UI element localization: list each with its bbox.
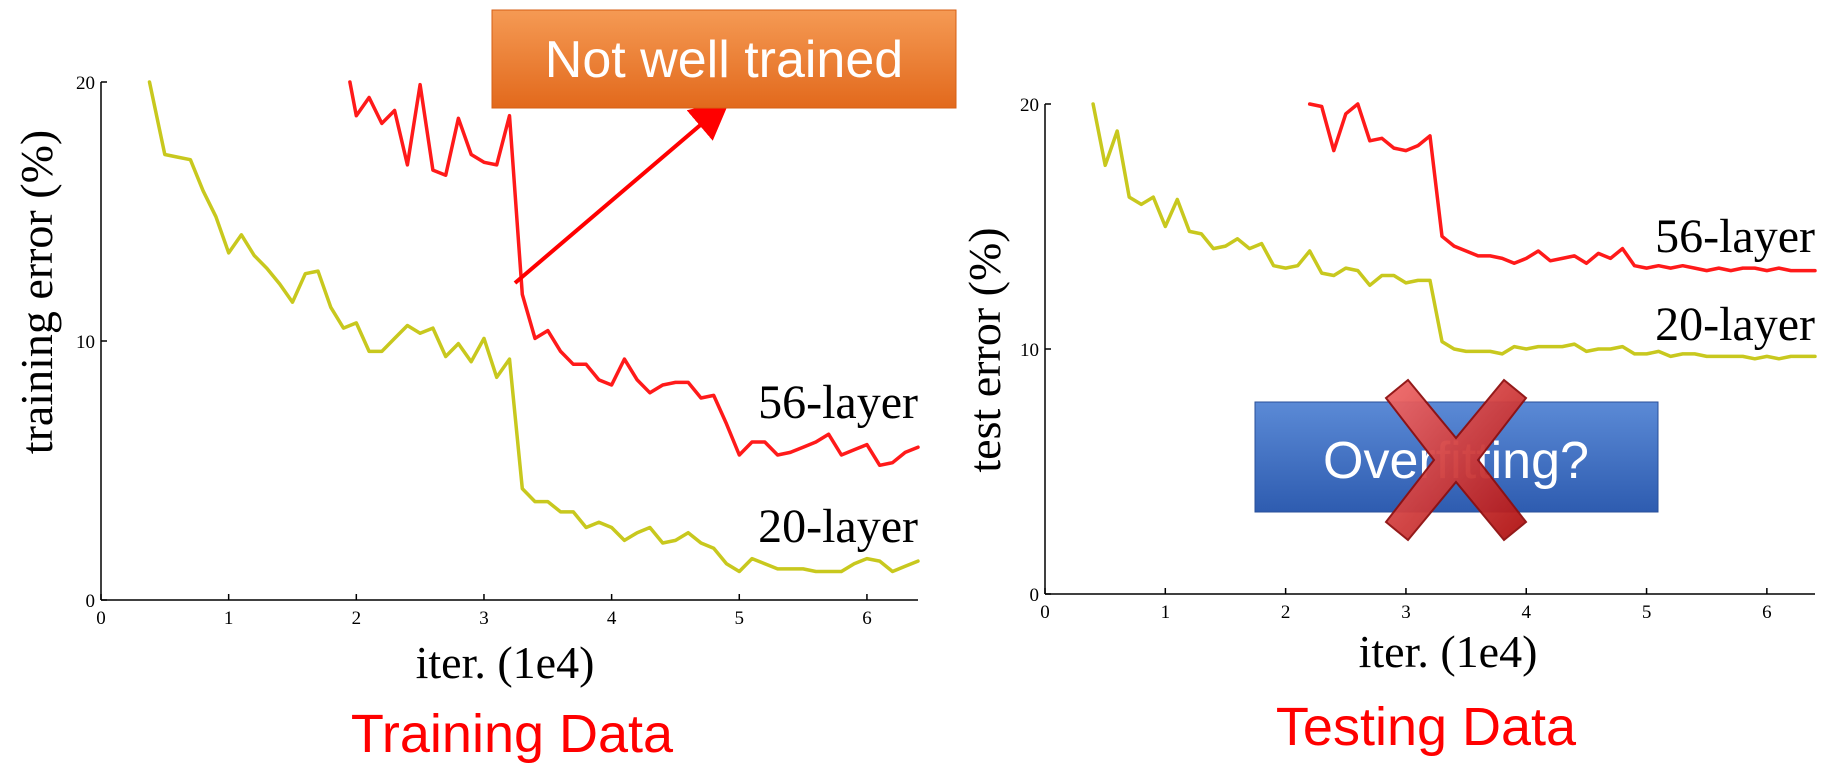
training-caption: Training Data [351,704,674,763]
test-caption: Testing Data [1276,697,1577,757]
training-x-tick-label: 0 [96,608,106,629]
test-x-tick-label: 0 [1040,602,1050,623]
test-y-tick-label: 20 [1020,95,1039,116]
test-x-tick-label: 1 [1161,602,1171,623]
test-label-20-layer: 20-layer [1655,298,1815,351]
training-y-axis-label: training error (%) [11,130,62,454]
training-label-56-layer: 56-layer [758,376,918,429]
training-series-20-layer [147,80,920,574]
test-series-56-layer [1307,102,1817,273]
training-x-tick-label: 1 [224,608,234,629]
training-axes: 0 1 2 3 4 5 6 0 10 20 [76,73,918,629]
training-series [147,80,920,574]
test-x-tick-label: 6 [1762,602,1772,623]
test-series-20-layer [1091,102,1817,361]
test-x-tick-label: 3 [1401,602,1411,623]
test-y-tick-label: 0 [1030,585,1040,606]
not-well-trained-callout: Not well trained [491,9,957,109]
training-y-tick-label: 0 [86,591,96,612]
training-x-tick-label: 6 [862,608,872,629]
test-x-axis-label: iter. (1e4) [1359,626,1538,677]
test-axes: 0 1 2 3 4 5 6 0 10 20 [1020,95,1815,623]
training-x-tick-label: 3 [479,608,489,629]
test-series [1091,102,1817,361]
test-x-tick-label: 5 [1642,602,1652,623]
not-well-trained-arrow [513,99,731,285]
training-x-tick-label: 5 [735,608,745,629]
not-well-trained-text: Not well trained [545,31,903,89]
training-x-tick-label: 4 [607,608,617,629]
training-x-axis-label: iter. (1e4) [416,637,595,688]
training-y-tick-label: 10 [76,332,95,353]
test-label-56-layer: 56-layer [1655,210,1815,263]
training-error-chart: 0 1 2 3 4 5 6 0 10 20 training error (%) iter. (1… [11,73,920,763]
test-y-axis-label: test error (%) [959,227,1010,472]
test-y-tick-label: 10 [1020,340,1039,361]
training-y-tick-label: 20 [76,73,95,94]
test-x-tick-label: 2 [1281,602,1291,623]
training-x-tick-label: 2 [352,608,362,629]
training-series-56-layer [348,80,920,468]
red-cross-icon [1384,378,1528,542]
training-label-20-layer: 20-layer [758,500,918,553]
test-x-tick-label: 4 [1522,602,1532,623]
